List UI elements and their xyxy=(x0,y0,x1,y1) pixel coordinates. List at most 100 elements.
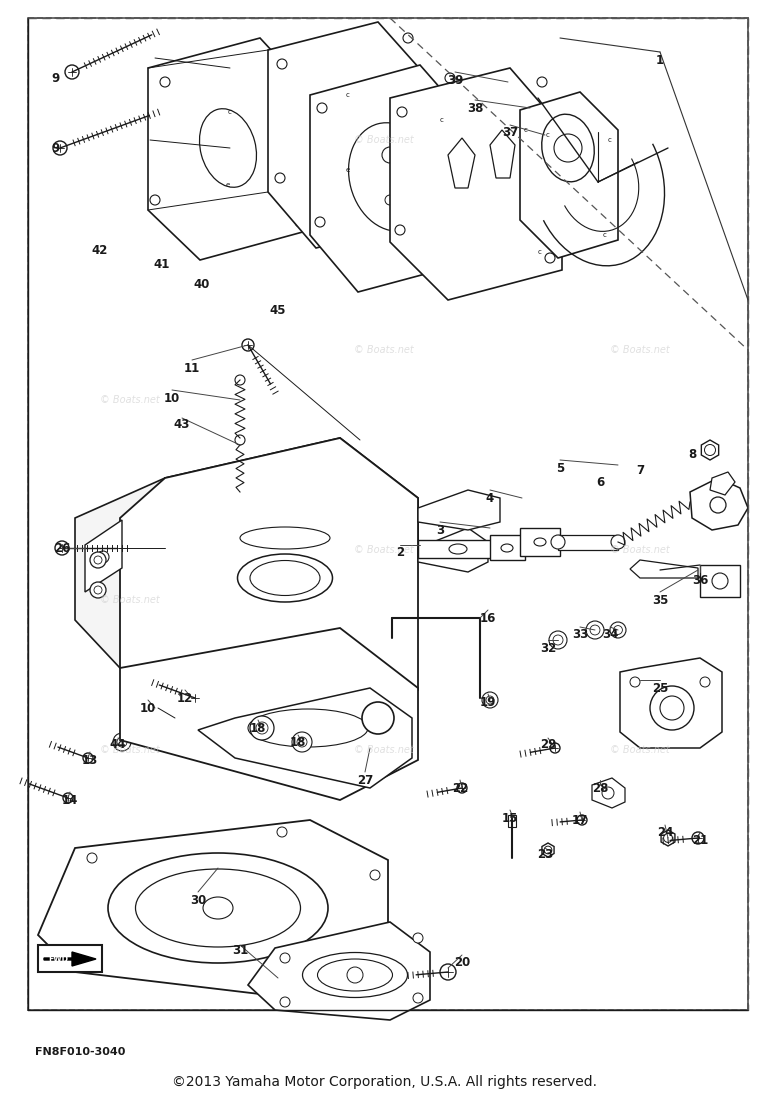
Polygon shape xyxy=(75,478,165,668)
Text: 15: 15 xyxy=(502,811,518,824)
Polygon shape xyxy=(38,946,102,972)
Ellipse shape xyxy=(240,527,330,549)
Circle shape xyxy=(171,534,185,549)
Polygon shape xyxy=(661,830,675,846)
Polygon shape xyxy=(198,688,412,788)
Text: © Boats.net: © Boats.net xyxy=(355,745,414,755)
Text: c: c xyxy=(524,127,528,133)
Text: 16: 16 xyxy=(480,612,496,625)
Circle shape xyxy=(370,869,380,880)
Polygon shape xyxy=(120,437,418,730)
Polygon shape xyxy=(85,520,122,592)
Circle shape xyxy=(292,732,312,752)
Text: 35: 35 xyxy=(652,594,668,606)
Circle shape xyxy=(486,696,494,704)
Circle shape xyxy=(664,833,672,842)
Text: © Boats.net: © Boats.net xyxy=(355,136,414,145)
Circle shape xyxy=(362,702,394,734)
Text: 6: 6 xyxy=(596,475,604,488)
Circle shape xyxy=(150,195,160,205)
Text: 17: 17 xyxy=(572,813,588,826)
Text: FWD: FWD xyxy=(48,954,68,963)
Text: ©2013 Yamaha Motor Corporation, U.S.A. All rights reserved.: ©2013 Yamaha Motor Corporation, U.S.A. A… xyxy=(171,1074,597,1089)
Circle shape xyxy=(455,245,465,255)
Circle shape xyxy=(700,677,710,687)
Circle shape xyxy=(65,65,79,79)
Polygon shape xyxy=(165,437,418,599)
Circle shape xyxy=(586,622,604,639)
Text: 23: 23 xyxy=(537,849,553,862)
Circle shape xyxy=(712,573,728,588)
Text: © Boats.net: © Boats.net xyxy=(100,595,160,605)
Polygon shape xyxy=(490,130,515,179)
Text: 8: 8 xyxy=(688,449,696,462)
Circle shape xyxy=(650,687,694,730)
Circle shape xyxy=(692,832,704,844)
Text: 45: 45 xyxy=(270,303,286,316)
Ellipse shape xyxy=(444,544,466,557)
Text: 21: 21 xyxy=(692,833,708,846)
Circle shape xyxy=(704,444,715,455)
Text: e: e xyxy=(226,182,230,188)
Circle shape xyxy=(482,692,498,707)
Text: 9: 9 xyxy=(51,72,59,85)
Text: 33: 33 xyxy=(572,628,588,641)
Circle shape xyxy=(171,485,185,499)
Circle shape xyxy=(242,339,254,352)
Circle shape xyxy=(550,743,560,753)
Circle shape xyxy=(53,141,67,155)
Polygon shape xyxy=(390,68,562,300)
Circle shape xyxy=(117,737,127,747)
Text: 32: 32 xyxy=(540,641,556,655)
Ellipse shape xyxy=(250,561,320,595)
Polygon shape xyxy=(148,37,310,260)
Text: 24: 24 xyxy=(657,825,673,839)
Circle shape xyxy=(113,733,131,750)
Polygon shape xyxy=(542,843,554,857)
Circle shape xyxy=(280,953,290,963)
Circle shape xyxy=(97,551,109,563)
Circle shape xyxy=(440,964,456,980)
Circle shape xyxy=(146,702,158,714)
Text: 39: 39 xyxy=(447,74,463,86)
Text: 18: 18 xyxy=(250,722,266,735)
Text: 22: 22 xyxy=(452,781,468,795)
Circle shape xyxy=(457,784,467,793)
Text: © Boats.net: © Boats.net xyxy=(610,345,670,355)
Circle shape xyxy=(277,826,287,838)
Ellipse shape xyxy=(235,491,345,544)
Circle shape xyxy=(545,253,555,263)
Polygon shape xyxy=(620,658,722,748)
Ellipse shape xyxy=(250,499,330,537)
Text: FN8F010-3040: FN8F010-3040 xyxy=(35,1047,125,1057)
Circle shape xyxy=(403,33,413,43)
Circle shape xyxy=(385,195,395,205)
Circle shape xyxy=(295,217,305,227)
Circle shape xyxy=(710,497,726,514)
Polygon shape xyxy=(310,65,470,292)
Bar xyxy=(508,815,516,826)
Polygon shape xyxy=(520,91,618,258)
Polygon shape xyxy=(448,138,475,188)
Text: 29: 29 xyxy=(540,738,556,752)
Circle shape xyxy=(413,933,423,943)
Text: 38: 38 xyxy=(467,101,483,115)
Circle shape xyxy=(90,552,106,568)
Text: © Boats.net: © Boats.net xyxy=(610,545,670,555)
Circle shape xyxy=(83,753,93,763)
Text: e: e xyxy=(346,168,350,173)
Text: 43: 43 xyxy=(174,419,190,432)
Bar xyxy=(558,534,618,550)
Ellipse shape xyxy=(501,544,513,552)
Circle shape xyxy=(317,102,327,114)
Polygon shape xyxy=(630,560,698,579)
Circle shape xyxy=(83,960,93,970)
Text: 5: 5 xyxy=(556,462,564,475)
Text: 14: 14 xyxy=(62,793,78,807)
Circle shape xyxy=(250,716,274,741)
Text: 25: 25 xyxy=(652,681,668,694)
Circle shape xyxy=(382,147,398,163)
Polygon shape xyxy=(710,472,735,495)
Text: 44: 44 xyxy=(110,738,126,752)
Circle shape xyxy=(602,787,614,799)
